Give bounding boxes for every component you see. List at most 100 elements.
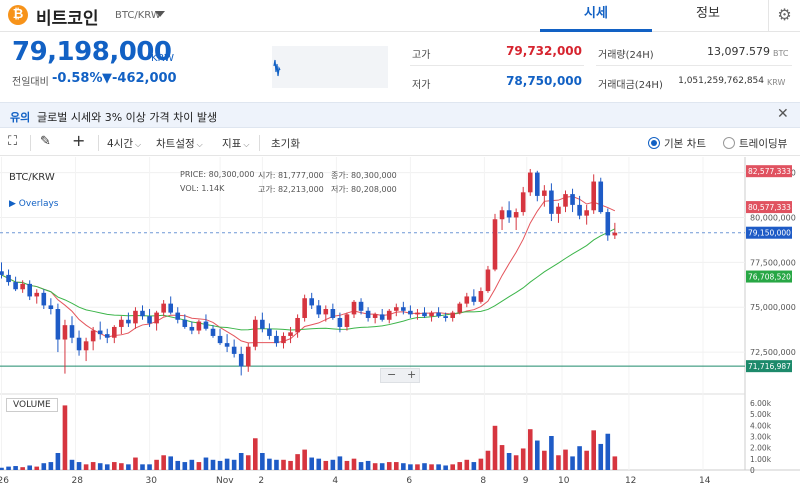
volume-bar [126,464,131,470]
volume-bar [443,465,448,470]
chart-toolbar: ⛶ ✎ + 4시간 ⌵ 차트설정 ⌵ 지표 ⌵ 초기화 기본 차트 트레이딩뷰 [0,130,800,156]
candle-body [41,292,47,306]
candle-body [154,312,159,324]
volume-bar [90,462,96,470]
pencil-icon[interactable]: ✎ [40,134,51,149]
volume-bar [175,460,181,470]
candle-body [436,312,441,317]
tab-info[interactable]: 정보 [696,6,720,21]
volume-bar [238,453,244,470]
zoom-out-button[interactable]: − [387,368,397,381]
candle-body [55,309,61,340]
candle-body [0,271,4,275]
volume-bar [182,462,188,470]
volume-bar [253,438,258,470]
volume-tick-label: 1.00k [750,455,772,464]
gear-icon[interactable]: ⚙ [768,0,800,32]
candle-body [112,326,117,338]
price-tag [746,360,792,373]
candle-body [415,312,420,315]
divider [410,65,584,66]
zoom-control: − + [380,368,420,383]
candle-body [450,312,455,318]
ohlc-vol: VOL: 1.14K [180,184,225,193]
volume-tick-label: 4.00k [750,421,772,430]
radio-tradingview[interactable] [723,137,735,149]
indicators-button[interactable]: 지표 ⌵ [222,138,250,150]
volume-bar [217,460,223,470]
volume-bar [154,459,159,470]
radio-tradingview-label[interactable]: 트레이딩뷰 [739,138,788,150]
x-tick-label: 30 [146,476,158,486]
volume-bar [62,405,68,470]
candle-body [549,190,554,214]
fullscreen-icon[interactable]: ⛶ [8,134,18,149]
candle-body [288,332,293,336]
candle-body [365,310,371,318]
volume-bar [316,458,322,470]
header: ₿ 비트코인 BTC/KRW 시세 정보 ⚙ [0,0,800,32]
candle-body [119,319,124,327]
volume-bar [337,456,343,470]
zoom-in-button[interactable]: + [407,368,417,381]
trade-value: 1,051,259,762,854 [678,76,764,86]
ohlc-close: 종가: 80,300,000 [331,171,397,180]
candle-body [90,330,96,342]
candle-body [337,317,343,327]
coin-name[interactable]: 비트코인 [36,9,99,29]
chart-pair-label: BTC/KRW [9,172,55,183]
crosshair-icon[interactable]: + [72,131,86,150]
candle-body [48,305,54,310]
overlays-toggle[interactable]: ▶ Overlays [9,199,59,209]
volume-bar [20,467,25,470]
candle-body [563,194,568,207]
reset-button[interactable]: 초기화 [271,138,300,150]
x-tick-label: 26 [0,476,9,486]
candle-body [34,292,40,297]
volume-bar [330,459,336,470]
trade-value-unit: KRW [767,78,786,87]
volume-bar [506,453,512,470]
volume-bar [203,457,209,470]
ma-long-line [1,228,616,331]
candle-body [281,335,286,344]
price-tag [746,165,792,178]
candle-body [478,291,484,302]
candle-body [471,296,477,302]
ohlc-low: 저가: 80,208,000 [331,185,397,194]
x-tick-label: 8 [480,476,486,486]
volume-bar [344,460,350,470]
close-icon[interactable]: ✕ [777,106,789,122]
coin-pair[interactable]: BTC/KRW [115,10,161,21]
ma-short-line [1,195,616,344]
candle-body [605,212,611,236]
volume-bar [422,463,427,470]
x-tick-label: 2 [258,476,264,486]
chevron-down-icon[interactable] [155,11,165,17]
volume-bar [527,429,533,470]
candle-body [6,274,11,283]
candle-body [231,346,237,354]
candle-body [161,303,166,313]
candle-body [316,305,322,315]
tab-quote[interactable]: 시세 [540,0,652,32]
radio-basic-label[interactable]: 기본 차트 [664,138,706,150]
interval-select[interactable]: 4시간 ⌵ [107,138,142,150]
volume-bar [245,455,251,470]
volume-bar [386,462,392,470]
volume-bar [450,464,455,470]
candle-body [591,181,596,211]
volume-bar [302,449,307,470]
candle-body [267,328,272,336]
volume-bar [464,459,470,470]
volume-bar [210,459,216,470]
candle-body [104,334,110,338]
candle-body [598,181,604,213]
candlestick-chart[interactable]: 82,500,00080,000,00077,500,00075,000,000… [0,157,800,493]
chart-settings-button[interactable]: 차트설정 ⌵ [156,138,203,150]
divider [259,135,260,151]
high-value: 79,732,000 [506,44,582,58]
radio-basic-chart[interactable] [648,137,660,149]
candle-body [126,319,131,324]
volume-bar [281,459,286,470]
